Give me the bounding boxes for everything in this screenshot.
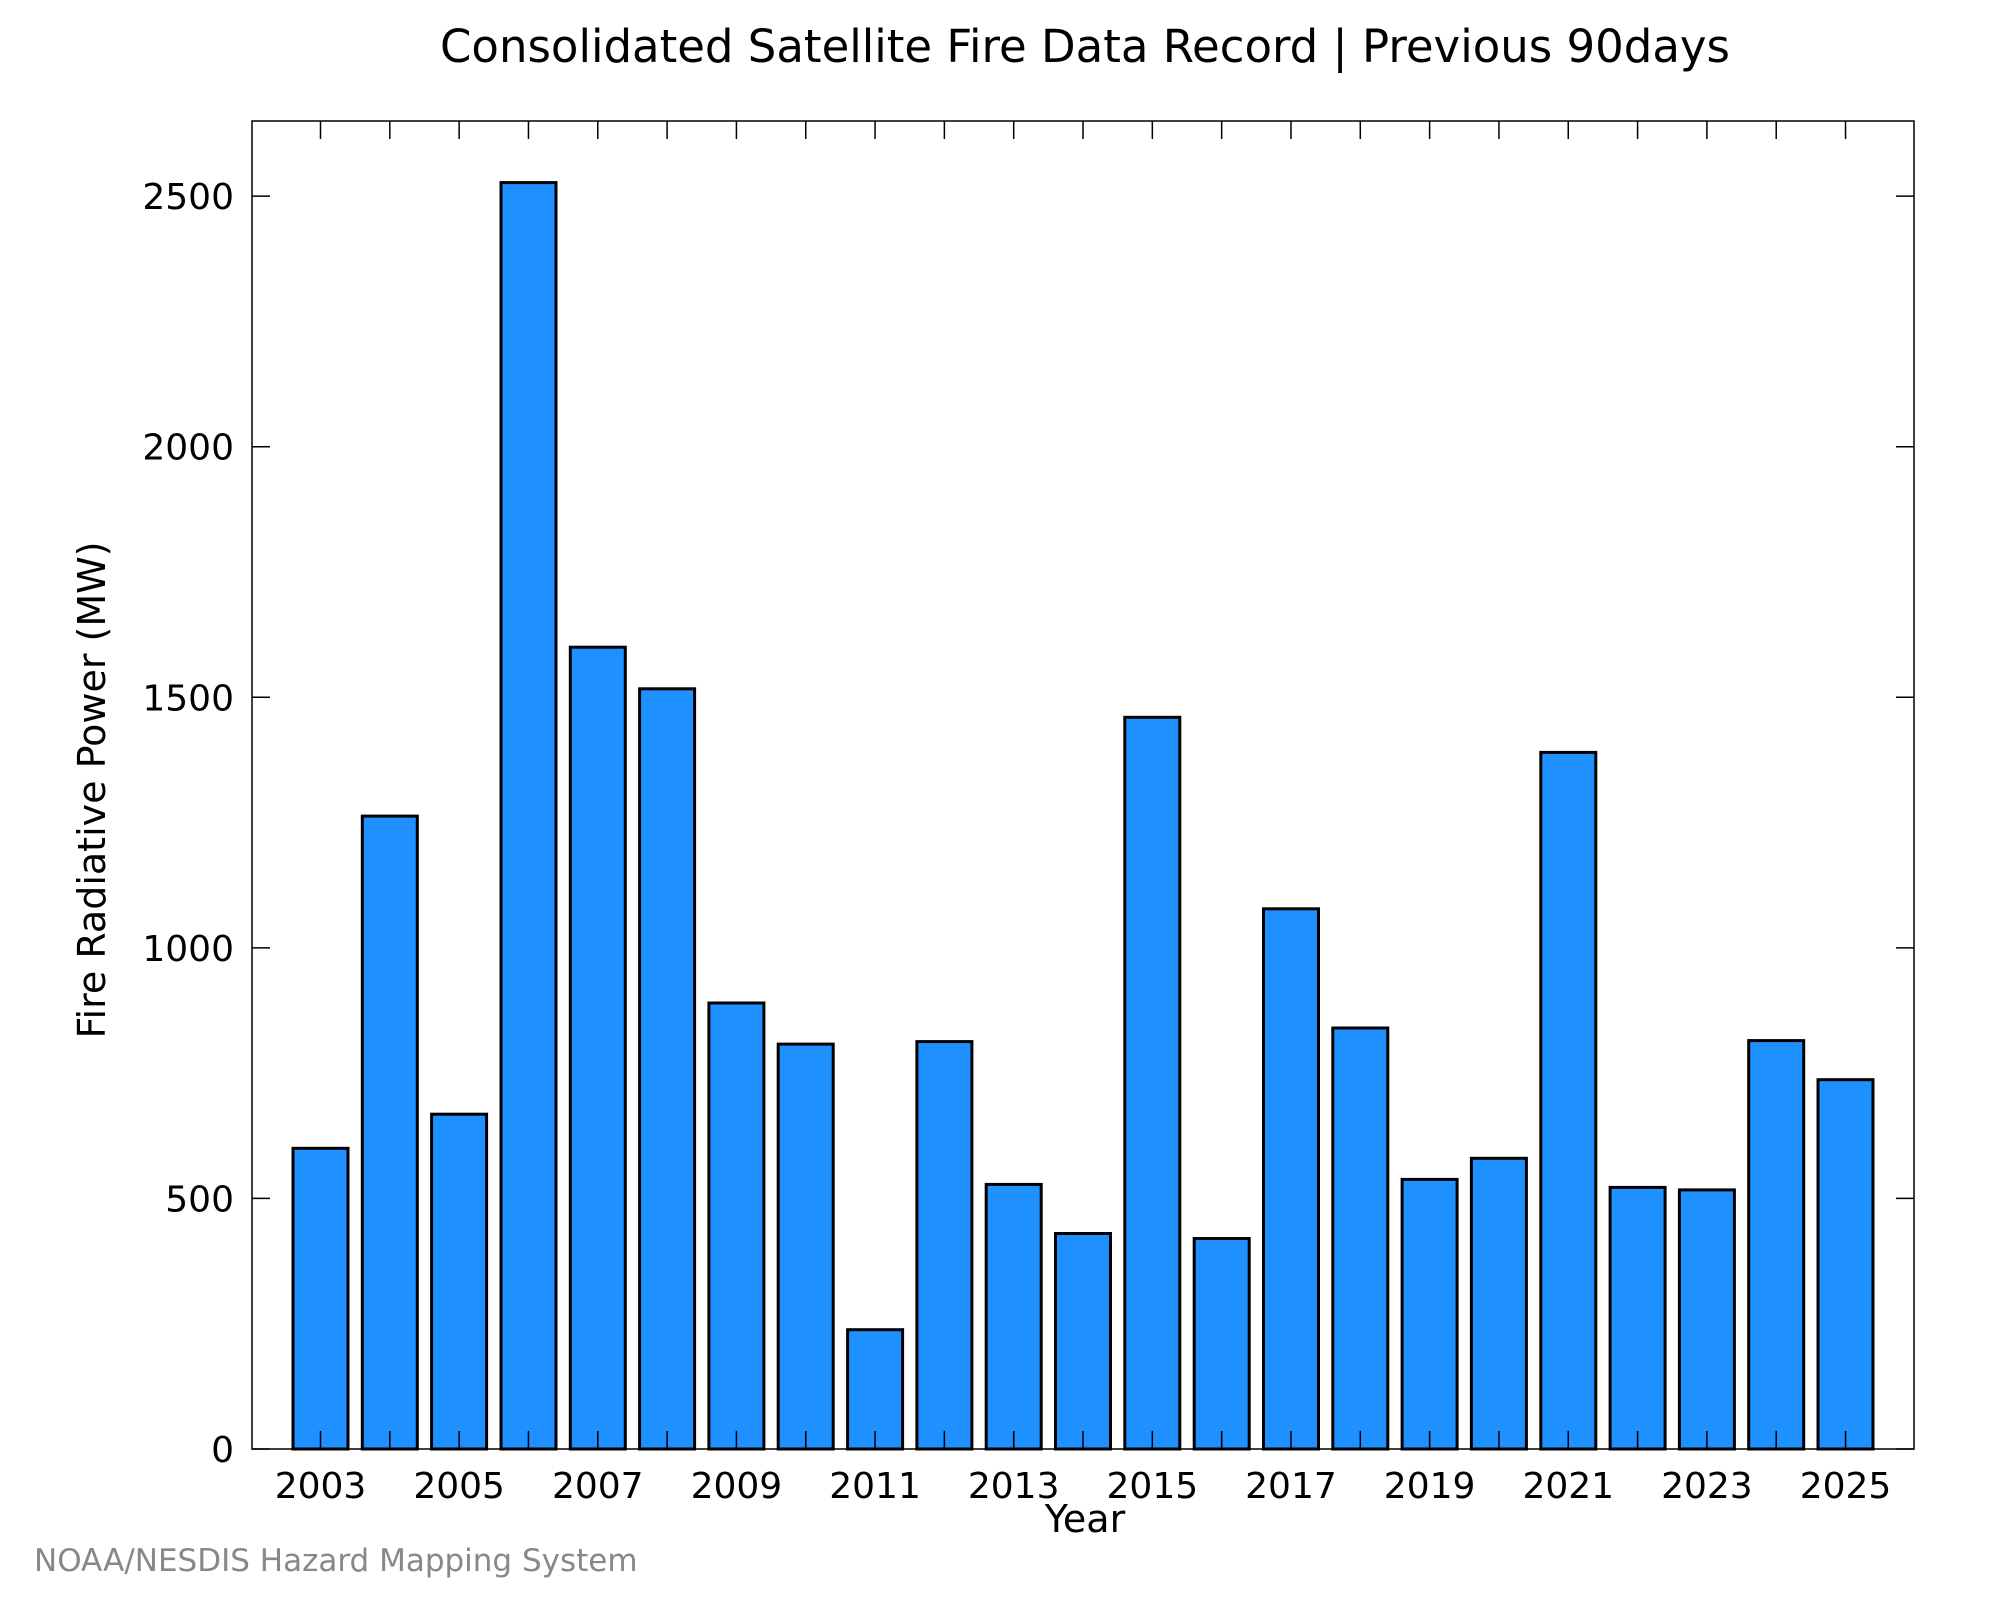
y-tick-label: 1000 <box>142 929 234 970</box>
bar-2006 <box>499 181 558 1451</box>
x-tick-label: 2007 <box>552 1466 644 1507</box>
x-tick-label: 2015 <box>1107 1466 1199 1507</box>
chart-title: Consolidated Satellite Fire Data Record … <box>440 20 1730 73</box>
x-tick-label: 2009 <box>691 1466 783 1507</box>
x-tick-label: 2017 <box>1245 1466 1337 1507</box>
x-tick-label: 2003 <box>275 1466 367 1507</box>
x-tick-label: 2023 <box>1661 1466 1753 1507</box>
y-tick-label: 500 <box>165 1179 234 1220</box>
bar-2004 <box>360 814 419 1451</box>
bar-2007 <box>568 645 627 1451</box>
bar-2019 <box>1400 1177 1459 1451</box>
source-label: NOAA/NESDIS Hazard Mapping System <box>34 1543 638 1579</box>
x-tick-label: 2025 <box>1800 1466 1892 1507</box>
bar-2014 <box>1054 1232 1112 1451</box>
bar-2015 <box>1123 715 1182 1451</box>
y-tick-label: 0 <box>211 1430 234 1471</box>
bar-2012 <box>915 1040 974 1451</box>
bar-2020 <box>1469 1156 1528 1451</box>
plot-area: 0 500 1000 1500 2000 2500 2003 2005 2007 2009 2011… <box>142 120 1915 1507</box>
bar-2003 <box>291 1146 350 1451</box>
bar-2023 <box>1677 1188 1736 1451</box>
y-tick-label: 2500 <box>142 177 234 218</box>
bar-2025 <box>1816 1078 1875 1451</box>
bar-2008 <box>638 687 697 1451</box>
y-tick-label: 1500 <box>142 678 234 719</box>
bar-2017 <box>1262 907 1320 1451</box>
bar-2021 <box>1539 750 1598 1451</box>
x-tick-label: 2013 <box>968 1466 1060 1507</box>
bar-2013 <box>984 1182 1043 1451</box>
bar-2005 <box>430 1112 489 1451</box>
x-axis-label: Year <box>1044 1497 1126 1541</box>
x-tick-label: 2021 <box>1522 1466 1614 1507</box>
y-tick-label: 2000 <box>142 428 234 469</box>
x-tick-label: 2019 <box>1384 1466 1476 1507</box>
bar-2009 <box>707 1001 766 1451</box>
x-tick-label: 2011 <box>829 1466 921 1507</box>
bar-2018 <box>1331 1026 1390 1451</box>
bar-2022 <box>1608 1185 1667 1451</box>
bar-2024 <box>1747 1039 1806 1451</box>
y-axis-label: Fire Radiative Power (MW) <box>70 541 114 1038</box>
bar-2016 <box>1192 1237 1251 1451</box>
bar-2010 <box>776 1042 835 1451</box>
x-tick-label: 2005 <box>413 1466 505 1507</box>
